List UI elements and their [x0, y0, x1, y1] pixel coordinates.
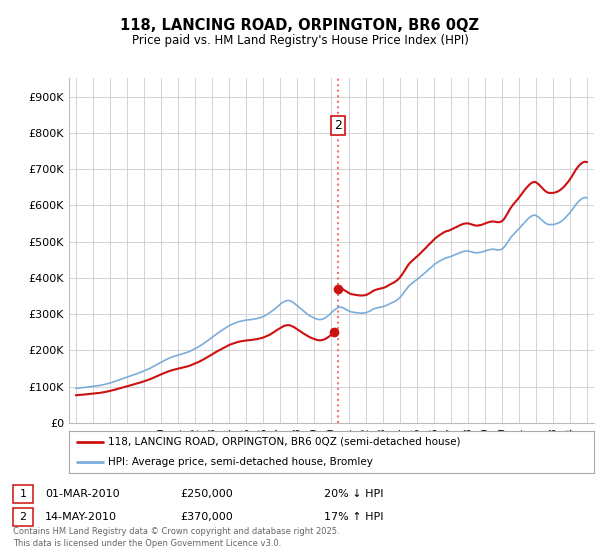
Text: 17% ↑ HPI: 17% ↑ HPI	[324, 512, 383, 522]
Text: HPI: Average price, semi-detached house, Bromley: HPI: Average price, semi-detached house,…	[109, 457, 373, 467]
Text: 118, LANCING ROAD, ORPINGTON, BR6 0QZ (semi-detached house): 118, LANCING ROAD, ORPINGTON, BR6 0QZ (s…	[109, 437, 461, 447]
Text: 118, LANCING ROAD, ORPINGTON, BR6 0QZ: 118, LANCING ROAD, ORPINGTON, BR6 0QZ	[121, 18, 479, 32]
Text: 2: 2	[334, 119, 342, 132]
Text: 20% ↓ HPI: 20% ↓ HPI	[324, 489, 383, 499]
Text: 01-MAR-2010: 01-MAR-2010	[45, 489, 119, 499]
Text: 14-MAY-2010: 14-MAY-2010	[45, 512, 117, 522]
Text: Price paid vs. HM Land Registry's House Price Index (HPI): Price paid vs. HM Land Registry's House …	[131, 34, 469, 47]
Text: £370,000: £370,000	[180, 512, 233, 522]
Text: 2: 2	[20, 512, 26, 522]
Text: Contains HM Land Registry data © Crown copyright and database right 2025.
This d: Contains HM Land Registry data © Crown c…	[13, 527, 340, 548]
Text: 1: 1	[20, 489, 26, 499]
Text: £250,000: £250,000	[180, 489, 233, 499]
